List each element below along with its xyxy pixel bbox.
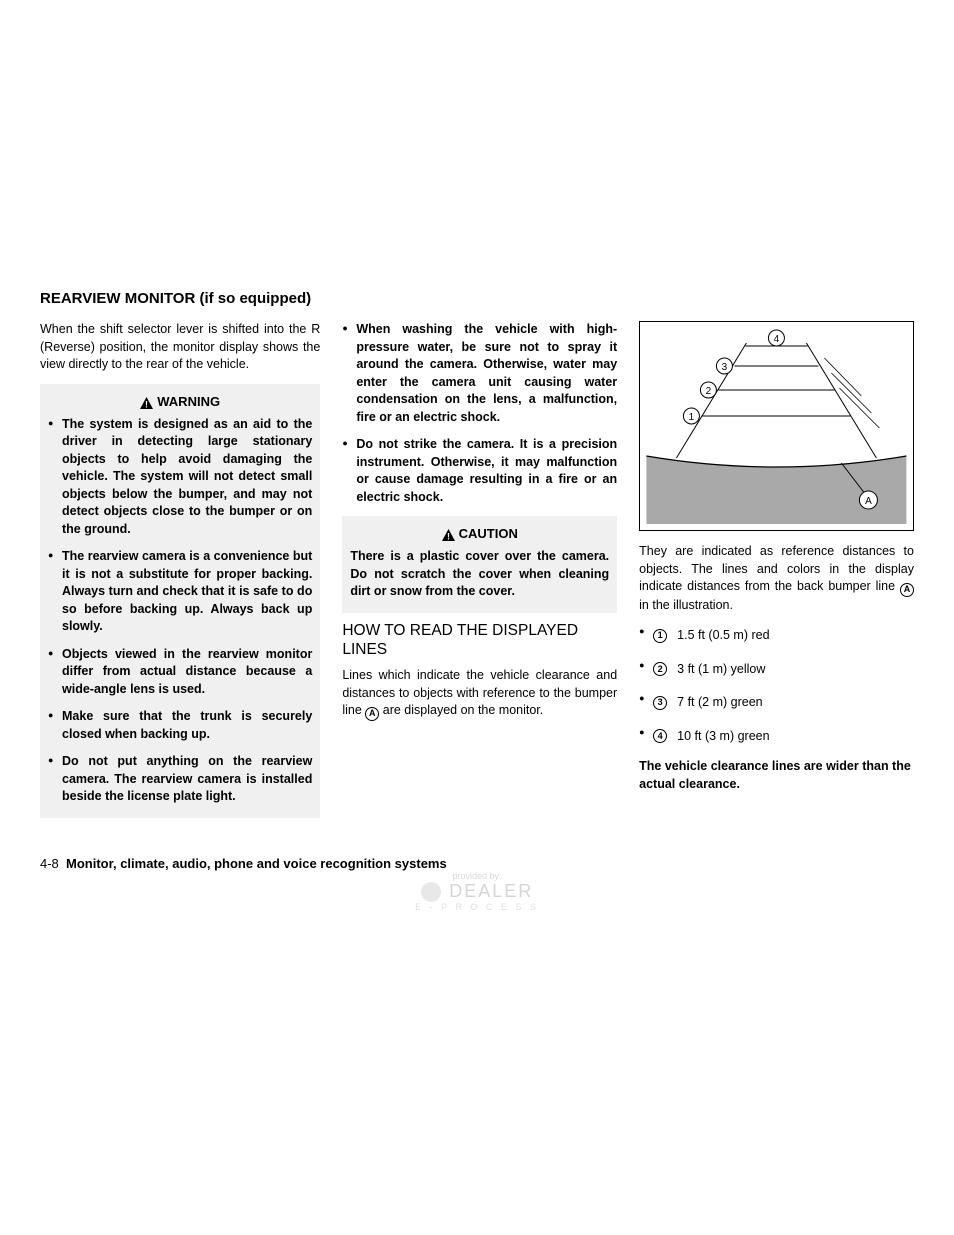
column-3: 1 2 3 4 A They are indicated	[639, 321, 914, 826]
legend-text: 3 ft (1 m) yellow	[677, 661, 765, 679]
warning-item: Do not put anything on the rearview came…	[48, 753, 312, 806]
warning-list-1: The system is designed as an aid to the …	[48, 416, 312, 806]
warning-item: Do not strike the camera. It is a precis…	[342, 436, 617, 506]
ref-circle-a2: A	[900, 583, 914, 597]
caution-text: There is a plastic cover over the camera…	[350, 548, 609, 601]
body-part-b: are displayed on the monitor.	[379, 703, 543, 717]
svg-text:3: 3	[722, 362, 728, 373]
svg-text:1: 1	[689, 412, 695, 423]
warning-box: ! WARNING The system is designed as an a…	[40, 384, 320, 818]
watermark-main: DEALER	[449, 881, 533, 901]
warning-label: WARNING	[157, 393, 220, 411]
distance-legend: 1 1.5 ft (0.5 m) red 2 3 ft (1 m) yellow 3…	[639, 624, 914, 748]
intro-text: When the shift selector lever is shifted…	[40, 321, 320, 374]
legend-item: 4 10 ft (3 m) green	[639, 725, 914, 749]
watermark-sub: E - P R O C E S S	[40, 902, 914, 912]
legend-text: 10 ft (3 m) green	[677, 728, 769, 746]
warning-item: Make sure that the trunk is securely clo…	[48, 708, 312, 743]
legend-text: 7 ft (2 m) green	[677, 694, 762, 712]
warning-list-2: When washing the vehicle with high-press…	[342, 321, 617, 506]
intro-part-a: They are indicated as reference distance…	[639, 544, 914, 593]
section-title: REARVIEW MONITOR (if so equipped)	[40, 290, 914, 307]
column-1: When the shift selector lever is shifted…	[40, 321, 320, 826]
legend-num: 3	[653, 696, 667, 710]
svg-text:!: !	[145, 399, 148, 409]
rearview-diagram: 1 2 3 4 A	[639, 321, 914, 531]
manual-page: REARVIEW MONITOR (if so equipped) When t…	[40, 290, 914, 912]
provided-by: provided by:	[40, 871, 914, 881]
page-footer: 4-8 Monitor, climate, audio, phone and v…	[40, 856, 914, 871]
legend-text: 1.5 ft (0.5 m) red	[677, 627, 769, 645]
legend-num: 4	[653, 729, 667, 743]
svg-text:4: 4	[774, 334, 780, 345]
warning-item: When washing the vehicle with high-press…	[342, 321, 617, 426]
intro-part-b: in the illustration.	[639, 598, 733, 612]
content-columns: When the shift selector lever is shifted…	[40, 321, 914, 826]
svg-text:2: 2	[706, 386, 712, 397]
page-number: 4-8	[40, 856, 59, 871]
legend-item: 2 3 ft (1 m) yellow	[639, 658, 914, 682]
clearance-note: The vehicle clearance lines are wider th…	[639, 758, 914, 793]
warning-item: The rearview camera is a convenience but…	[48, 548, 312, 636]
column-2: When washing the vehicle with high-press…	[342, 321, 617, 826]
subheading: HOW TO READ THE DISPLAYED LINES	[342, 621, 617, 660]
legend-item: 3 7 ft (2 m) green	[639, 691, 914, 715]
subhead-body: Lines which indicate the vehicle clearan…	[342, 667, 617, 721]
legend-item: 1 1.5 ft (0.5 m) red	[639, 624, 914, 648]
caution-box: ! CAUTION There is a plastic cover over …	[342, 516, 617, 613]
legend-num: 2	[653, 662, 667, 676]
watermark: DEALER E - P R O C E S S	[40, 881, 914, 913]
ref-circle-a: A	[365, 707, 379, 721]
caution-label: CAUTION	[459, 525, 518, 543]
warning-icon: !	[140, 396, 153, 408]
legend-num: 1	[653, 629, 667, 643]
warning-item: Objects viewed in the rearview monitor d…	[48, 646, 312, 699]
caution-icon: !	[442, 528, 455, 540]
caution-header: ! CAUTION	[350, 522, 609, 548]
svg-text:!: !	[447, 532, 450, 542]
svg-text:A: A	[865, 496, 872, 507]
watermark-logo-icon	[421, 882, 441, 902]
warning-header: ! WARNING	[48, 390, 312, 416]
warning-item: The system is designed as an aid to the …	[48, 416, 312, 539]
col3-intro: They are indicated as reference distance…	[639, 543, 914, 614]
footer-text: Monitor, climate, audio, phone and voice…	[66, 856, 447, 871]
